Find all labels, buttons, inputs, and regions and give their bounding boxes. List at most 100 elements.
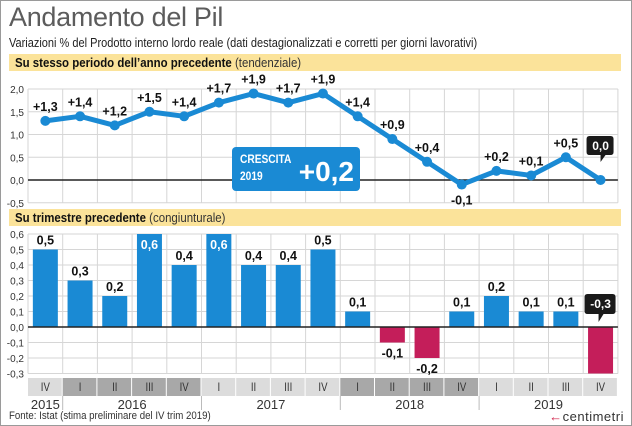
quarter-label: II (251, 381, 256, 394)
data-label: +1,2 (102, 104, 127, 118)
section-band-tendenziale: Su stesso periodo dell’anno precedente (… (9, 54, 621, 71)
bar-negative (414, 327, 440, 358)
data-label: 0,1 (522, 296, 539, 310)
bar-positive (171, 265, 197, 327)
line-point (387, 134, 398, 145)
highlight-tag-congiunturale (584, 294, 616, 322)
bar-positive (67, 280, 93, 327)
data-label: +0,4 (415, 141, 440, 155)
data-label: 0,6 (210, 238, 227, 252)
highlight-tag-tendenziale (586, 136, 614, 162)
data-label: 0,5 (314, 234, 331, 248)
line-point (248, 88, 259, 99)
data-label: 0,1 (453, 296, 470, 310)
data-label: 0,2 (488, 280, 505, 294)
quarter-cell (201, 378, 236, 396)
bar-positive (553, 311, 579, 327)
y-tick-label: 1,0 (10, 131, 24, 142)
quarter-cell (62, 378, 97, 396)
page-title: Andamento del Pil (9, 2, 224, 32)
quarter-label: IV (180, 381, 190, 394)
section-subtitle-congiunturale: (congiunturale) (149, 210, 226, 225)
data-label: +1,4 (345, 95, 370, 109)
section-title-congiunturale: Su trimestre precedente (15, 210, 146, 225)
line-point (595, 175, 606, 185)
year-label: 2017 (256, 397, 285, 412)
quarter-label: IV (41, 381, 51, 394)
y-tick-label: 0,6 (10, 230, 24, 241)
data-label: +0,5 (554, 136, 579, 150)
line-point (422, 156, 433, 167)
quarter-label: III (284, 381, 292, 394)
quarter-cell (375, 378, 409, 396)
data-label: 0,1 (349, 296, 366, 310)
data-label: 0,1 (557, 296, 574, 310)
line-point (213, 97, 224, 108)
quarter-cell (236, 378, 270, 396)
quarter-cell (479, 378, 513, 396)
data-label: +1,4 (172, 95, 197, 109)
quarter-cell (270, 378, 305, 396)
quarter-label: II (390, 381, 395, 394)
y-tick-label: 0,2 (10, 292, 24, 303)
quarter-cell (513, 378, 548, 396)
data-label: 0,4 (175, 249, 192, 263)
bar-positive (32, 249, 58, 327)
quarter-label: IV (596, 381, 606, 394)
data-label: -0,2 (416, 362, 438, 376)
bar-negative (379, 327, 405, 343)
subtitle: Variazioni % del Prodotto interno lordo … (9, 36, 478, 50)
growth-callout-label: CRESCITA (240, 153, 291, 166)
quarter-cell (548, 378, 583, 396)
data-label: +0,9 (380, 118, 405, 132)
data-label: 0,4 (245, 249, 262, 263)
quarter-label: II (112, 381, 117, 394)
quarter-label: II (528, 381, 533, 394)
growth-callout-value: +0,2 (299, 156, 354, 187)
line-point (283, 97, 294, 108)
data-label: 0,6 (141, 238, 158, 252)
quarter-cell (132, 378, 166, 396)
data-label: +1,9 (311, 73, 336, 87)
y-tick-label: -0,2 (7, 354, 25, 365)
line-point (144, 106, 155, 117)
line-point (109, 120, 120, 131)
year-label: 2016 (118, 397, 147, 412)
y-tick-label: -0,1 (7, 339, 25, 350)
year-label: 2015 (31, 397, 60, 412)
data-label: 0,5 (37, 234, 54, 248)
bar-positive (206, 234, 232, 327)
quarter-cell (97, 378, 132, 396)
source-note: Fonte: Istat (stima preliminare del IV t… (9, 410, 211, 422)
data-label: +1,5 (137, 91, 162, 105)
data-label: -0,1 (382, 347, 404, 361)
bar-positive (345, 311, 371, 327)
y-tick-label: 0,0 (10, 176, 24, 187)
growth-callout-box (232, 147, 360, 191)
bar-positive (275, 265, 301, 327)
quarter-label: IV (457, 381, 467, 394)
bar-positive (310, 249, 336, 327)
y-tick-label: 0,5 (10, 246, 24, 257)
y-tick-label: 0,5 (10, 153, 24, 164)
y-tick-label: 0,1 (10, 308, 24, 319)
line-point (179, 111, 190, 122)
quarter-label: I (356, 381, 359, 394)
y-tick-label: 0,4 (10, 261, 24, 272)
brand-logo: ←centimetri (549, 409, 624, 424)
data-label: +1,3 (33, 100, 58, 114)
line-point (317, 88, 328, 99)
bar-positive (483, 296, 509, 327)
quarter-label: III (423, 381, 431, 394)
bar-positive (241, 265, 267, 327)
quarter-cell (444, 378, 479, 396)
section-subtitle-tendenziale: (tendenziale) (234, 55, 302, 70)
growth-callout-year: 2019 (240, 170, 263, 183)
data-label: 0,3 (71, 265, 88, 279)
data-label: -0,1 (451, 194, 473, 208)
line-point (75, 111, 86, 122)
bar-positive (136, 234, 162, 327)
data-label: +1,9 (241, 73, 266, 87)
data-label-highlight: -0,3 (590, 297, 611, 311)
